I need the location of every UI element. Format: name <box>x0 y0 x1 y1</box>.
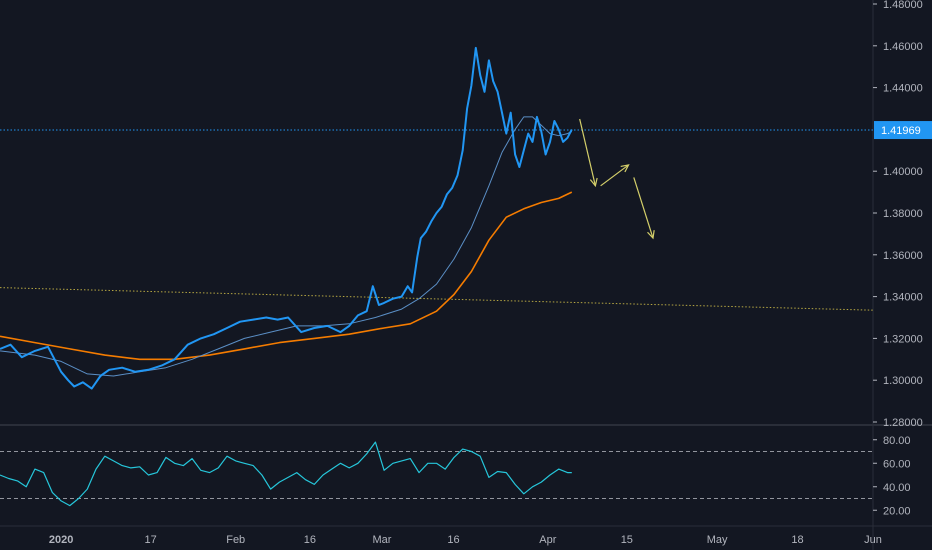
price-line <box>0 46 573 390</box>
price-tick-label: 1.32000 <box>883 333 923 345</box>
price-tick-label: 1.36000 <box>883 250 923 262</box>
price-tick-label: 1.28000 <box>883 417 923 429</box>
time-tick-label: 16 <box>304 534 316 546</box>
price-tick-label: 1.46000 <box>883 41 923 53</box>
forecast-arrow-shaft <box>600 164 629 187</box>
time-tick-label: Mar <box>372 534 391 546</box>
price-tick-label: 1.44000 <box>883 83 923 95</box>
sma_slow-line <box>0 191 573 361</box>
time-tick-label: 16 <box>447 534 459 546</box>
trendline <box>0 287 874 311</box>
forecast-arrow-shaft <box>633 177 654 239</box>
rsi-tick-label: 40.00 <box>883 482 911 494</box>
price-tick-label: 1.30000 <box>883 375 923 387</box>
forecast-arrow-head <box>620 164 630 173</box>
price-tick-label: 1.40000 <box>883 166 923 178</box>
price-tick-label: 1.38000 <box>883 208 923 220</box>
time-tick-label: Apr <box>539 534 556 546</box>
current-price-badge-bg <box>874 121 932 140</box>
axes-layer: 1.48000 1.46000 1.44000 1.40000 1.38000 1.360… <box>49 0 923 546</box>
annotation-layer <box>0 118 874 311</box>
price-tick-label: 1.48000 <box>883 0 923 11</box>
time-tick-label: Jun <box>864 534 882 546</box>
time-tick-label: 17 <box>144 534 156 546</box>
price-tick-label: 1.34000 <box>883 292 923 304</box>
current-price-label: 1.41969 <box>881 125 921 137</box>
rsi-tick-label: 80.00 <box>883 435 911 447</box>
rsi-tick-label: 60.00 <box>883 458 911 470</box>
rsi-tick-label: 20.00 <box>883 505 911 517</box>
forecast-arrow-shaft <box>579 118 596 186</box>
forecast-arrow-head <box>589 177 598 188</box>
rsi-pane <box>0 441 873 507</box>
time-tick-label: Feb <box>226 534 245 546</box>
time-tick-label: 18 <box>791 534 803 546</box>
current-price-badge: 1.41969 <box>874 121 932 140</box>
time-tick-label: May <box>707 534 728 546</box>
rsi-line <box>0 441 572 507</box>
series-layer <box>0 46 573 390</box>
forecast-arrow-head <box>647 230 655 240</box>
time-tick-label: 2020 <box>49 534 73 546</box>
time-tick-label: 15 <box>621 534 633 546</box>
